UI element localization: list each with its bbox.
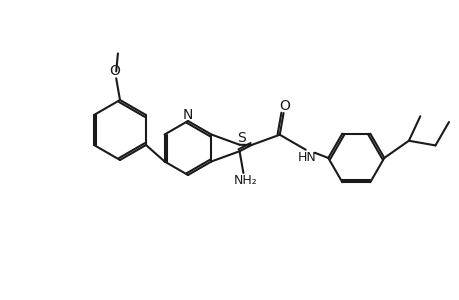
Text: S: S <box>237 131 246 145</box>
Text: O: O <box>110 64 120 78</box>
Text: NH₂: NH₂ <box>233 174 257 188</box>
Text: O: O <box>279 99 289 113</box>
Text: N: N <box>182 108 193 122</box>
Text: HN: HN <box>297 151 315 164</box>
